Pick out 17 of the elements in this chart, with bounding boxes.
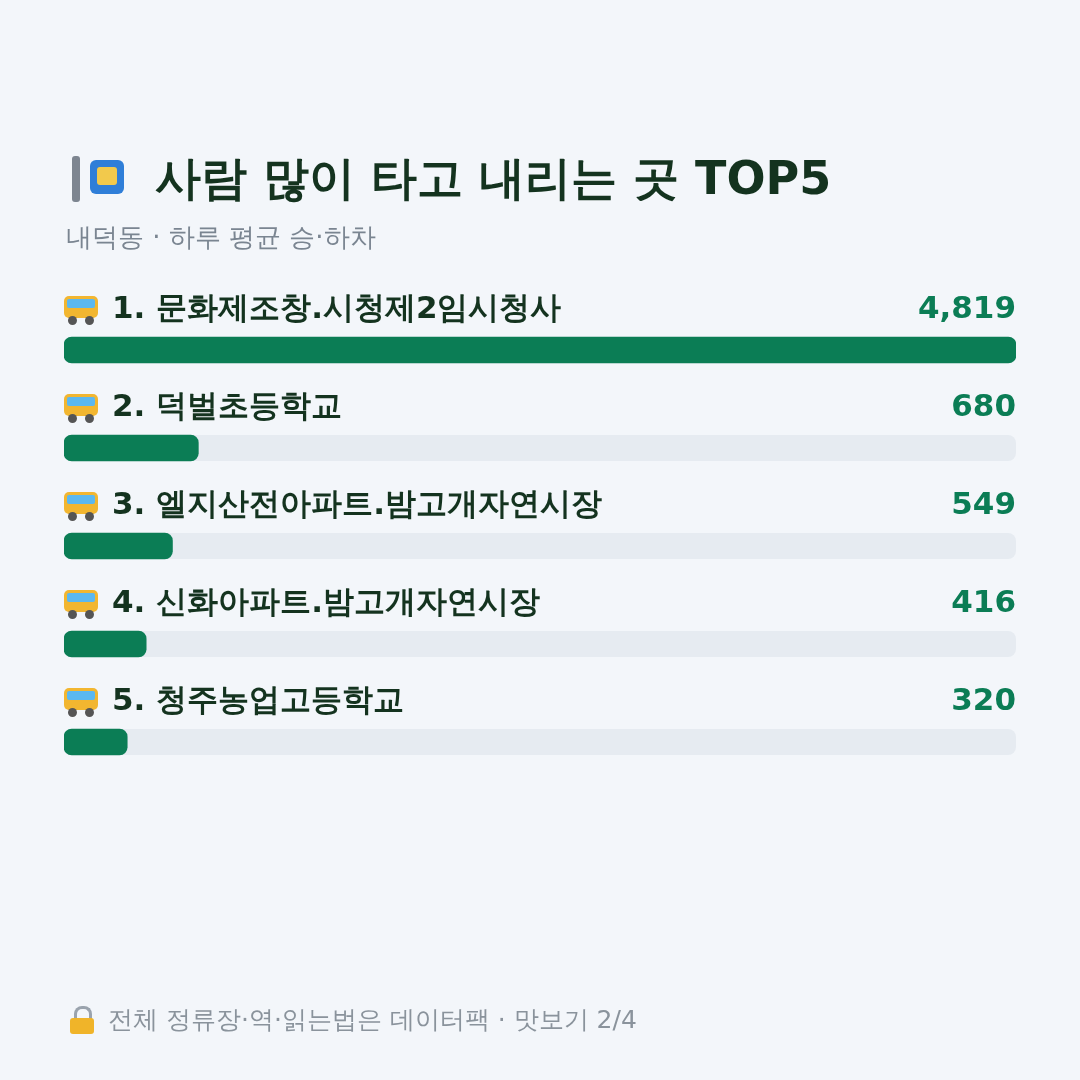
data-label: 416 [951, 583, 1016, 620]
y-tick-label: 5. 청주농업고등학교 [112, 681, 405, 718]
data-label: 549 [951, 485, 1016, 522]
y-tick-label: 3. 엘지산전아파트.밤고개자연시장 [112, 485, 602, 522]
chart-subtitle: 내덕동 · 하루 평균 승·하차 [66, 221, 376, 254]
data-label: 4,819 [917, 289, 1016, 326]
y-tick-label: 1. 문화제조창.시청제2임시청사 [112, 289, 562, 326]
bar [64, 434, 199, 462]
data-label: 680 [951, 387, 1016, 424]
y-tick-label: 4. 신화아파트.밤고개자연시장 [112, 583, 540, 620]
bar [64, 630, 147, 658]
text: 전체 정류장·역·읽는법은 데이터팩 · 맛보기 2/4 [108, 1004, 637, 1036]
bar [64, 532, 173, 560]
chart-title: 사람 많이 타고 내리는 곳 TOP5 [155, 150, 832, 207]
data-label: 320 [951, 681, 1016, 718]
y-tick-label: 2. 덕벌초등학교 [112, 387, 343, 424]
bar [64, 728, 128, 756]
